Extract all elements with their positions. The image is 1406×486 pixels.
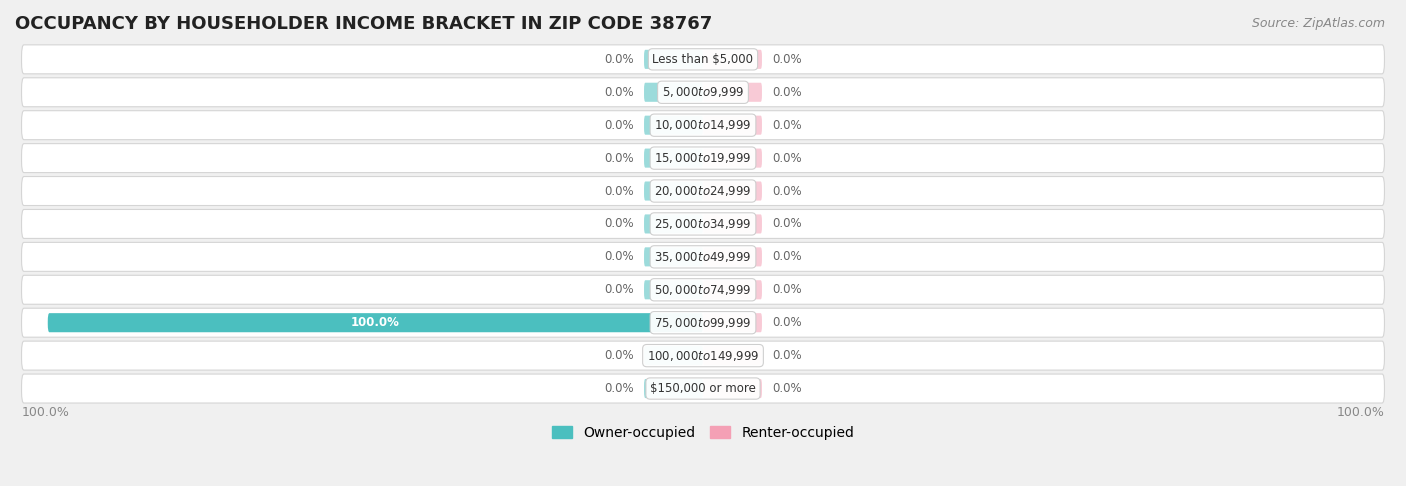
Text: $10,000 to $14,999: $10,000 to $14,999 — [654, 118, 752, 132]
FancyBboxPatch shape — [703, 50, 762, 69]
FancyBboxPatch shape — [703, 280, 762, 299]
Text: $75,000 to $99,999: $75,000 to $99,999 — [654, 316, 752, 330]
Text: 0.0%: 0.0% — [605, 185, 634, 197]
Text: 0.0%: 0.0% — [605, 86, 634, 99]
Text: $100,000 to $149,999: $100,000 to $149,999 — [647, 348, 759, 363]
FancyBboxPatch shape — [21, 243, 1385, 271]
Text: $50,000 to $74,999: $50,000 to $74,999 — [654, 283, 752, 297]
FancyBboxPatch shape — [644, 181, 703, 201]
FancyBboxPatch shape — [48, 313, 703, 332]
Text: $35,000 to $49,999: $35,000 to $49,999 — [654, 250, 752, 264]
FancyBboxPatch shape — [703, 116, 762, 135]
FancyBboxPatch shape — [21, 374, 1385, 403]
Text: 0.0%: 0.0% — [605, 53, 634, 66]
FancyBboxPatch shape — [21, 275, 1385, 304]
FancyBboxPatch shape — [703, 313, 762, 332]
FancyBboxPatch shape — [703, 149, 762, 168]
Text: 0.0%: 0.0% — [605, 217, 634, 230]
Text: 100.0%: 100.0% — [1337, 406, 1385, 419]
Text: 0.0%: 0.0% — [772, 86, 801, 99]
Text: $15,000 to $19,999: $15,000 to $19,999 — [654, 151, 752, 165]
Text: Source: ZipAtlas.com: Source: ZipAtlas.com — [1251, 17, 1385, 30]
Text: 0.0%: 0.0% — [605, 119, 634, 132]
Text: 0.0%: 0.0% — [772, 250, 801, 263]
Text: Less than $5,000: Less than $5,000 — [652, 53, 754, 66]
FancyBboxPatch shape — [644, 149, 703, 168]
FancyBboxPatch shape — [21, 308, 1385, 337]
Text: OCCUPANCY BY HOUSEHOLDER INCOME BRACKET IN ZIP CODE 38767: OCCUPANCY BY HOUSEHOLDER INCOME BRACKET … — [15, 15, 713, 33]
FancyBboxPatch shape — [644, 50, 703, 69]
Text: 0.0%: 0.0% — [605, 152, 634, 165]
FancyBboxPatch shape — [21, 45, 1385, 74]
FancyBboxPatch shape — [644, 346, 703, 365]
FancyBboxPatch shape — [644, 83, 703, 102]
Text: 100.0%: 100.0% — [352, 316, 399, 329]
Text: $5,000 to $9,999: $5,000 to $9,999 — [662, 85, 744, 99]
FancyBboxPatch shape — [644, 214, 703, 233]
FancyBboxPatch shape — [21, 209, 1385, 239]
Text: 0.0%: 0.0% — [772, 316, 801, 329]
FancyBboxPatch shape — [21, 176, 1385, 206]
FancyBboxPatch shape — [21, 144, 1385, 173]
Text: $25,000 to $34,999: $25,000 to $34,999 — [654, 217, 752, 231]
Text: 0.0%: 0.0% — [772, 217, 801, 230]
Text: 0.0%: 0.0% — [605, 382, 634, 395]
Text: 0.0%: 0.0% — [772, 53, 801, 66]
FancyBboxPatch shape — [644, 280, 703, 299]
FancyBboxPatch shape — [703, 214, 762, 233]
FancyBboxPatch shape — [21, 78, 1385, 107]
Text: 0.0%: 0.0% — [772, 349, 801, 362]
Text: 0.0%: 0.0% — [772, 283, 801, 296]
FancyBboxPatch shape — [21, 341, 1385, 370]
Text: 0.0%: 0.0% — [772, 152, 801, 165]
Text: 0.0%: 0.0% — [772, 185, 801, 197]
Text: 0.0%: 0.0% — [605, 250, 634, 263]
FancyBboxPatch shape — [703, 83, 762, 102]
FancyBboxPatch shape — [703, 379, 762, 398]
Text: 0.0%: 0.0% — [605, 349, 634, 362]
Text: 100.0%: 100.0% — [21, 406, 69, 419]
Text: 0.0%: 0.0% — [772, 382, 801, 395]
FancyBboxPatch shape — [21, 111, 1385, 139]
Text: 0.0%: 0.0% — [605, 283, 634, 296]
Text: $20,000 to $24,999: $20,000 to $24,999 — [654, 184, 752, 198]
FancyBboxPatch shape — [703, 181, 762, 201]
Text: 0.0%: 0.0% — [772, 119, 801, 132]
FancyBboxPatch shape — [644, 116, 703, 135]
Text: $150,000 or more: $150,000 or more — [650, 382, 756, 395]
Legend: Owner-occupied, Renter-occupied: Owner-occupied, Renter-occupied — [546, 420, 860, 445]
FancyBboxPatch shape — [703, 346, 762, 365]
FancyBboxPatch shape — [644, 247, 703, 266]
FancyBboxPatch shape — [644, 379, 703, 398]
FancyBboxPatch shape — [703, 247, 762, 266]
